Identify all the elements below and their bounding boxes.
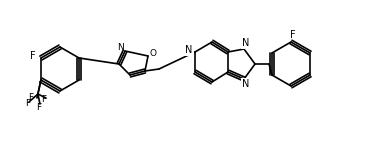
Text: F: F: [28, 92, 33, 101]
Text: N: N: [242, 38, 250, 48]
Text: F: F: [30, 51, 36, 61]
Text: N: N: [117, 42, 123, 51]
Text: F: F: [36, 102, 41, 112]
Text: O: O: [149, 49, 157, 57]
Text: F: F: [25, 98, 30, 107]
Text: F: F: [41, 96, 46, 105]
Text: F: F: [290, 30, 296, 40]
Text: N: N: [242, 79, 250, 89]
Text: N: N: [185, 45, 193, 55]
